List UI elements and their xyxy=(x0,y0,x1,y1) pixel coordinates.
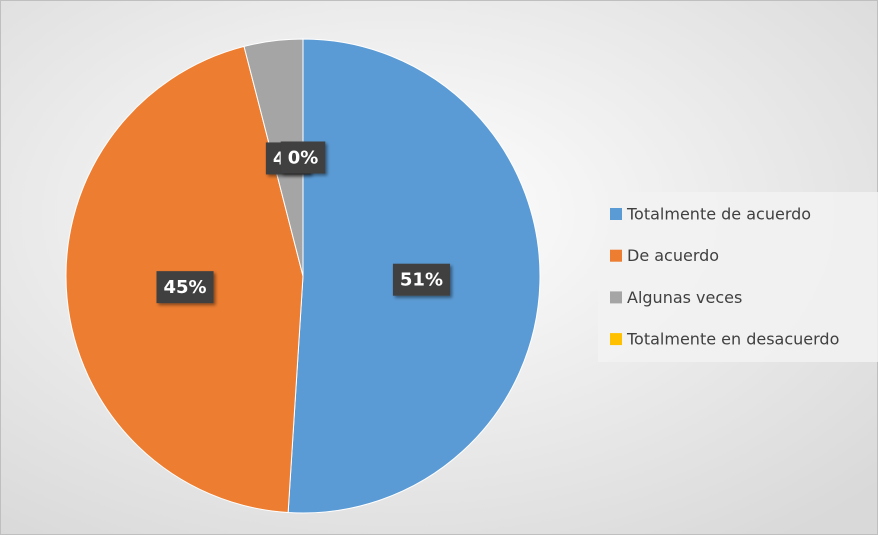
legend-swatch xyxy=(610,208,622,220)
data-label: 0% xyxy=(280,141,326,174)
data-label-box xyxy=(280,141,326,174)
data-label-text: 45% xyxy=(163,277,206,298)
legend-swatch xyxy=(610,249,622,262)
legend-label: Algunas veces xyxy=(627,288,742,307)
legend-label: Totalmente en desacuerdo xyxy=(626,330,839,349)
data-label-box xyxy=(156,271,214,304)
legend-label: De acuerdo xyxy=(627,246,719,265)
legend-swatch xyxy=(610,291,622,304)
legend-swatch xyxy=(610,333,622,346)
legend-box xyxy=(598,192,878,362)
legend-label: Totalmente de acuerdo xyxy=(626,205,811,224)
data-label-box xyxy=(392,263,450,296)
data-label: 51% xyxy=(392,263,450,296)
data-label-text: 0% xyxy=(288,148,319,169)
data-label-text: 51% xyxy=(400,270,443,291)
data-label: 45% xyxy=(156,271,214,304)
